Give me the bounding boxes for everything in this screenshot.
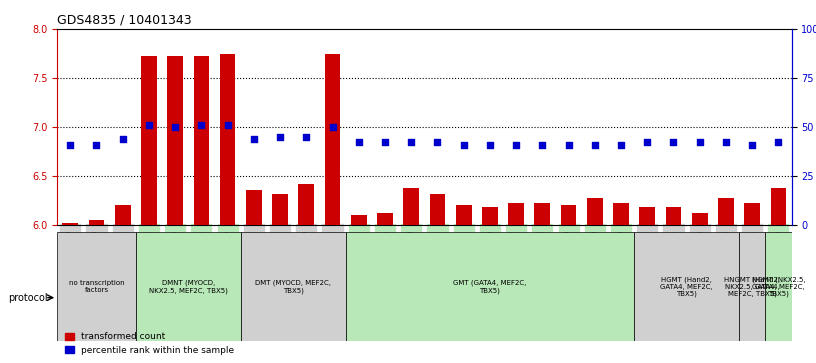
Bar [587, 197, 603, 225]
Point [90, 142, 103, 148]
Bar [561, 205, 576, 225]
Bar [273, 194, 288, 225]
Bar [666, 207, 681, 225]
Bar [115, 205, 131, 225]
Point [614, 142, 628, 148]
Point [562, 142, 575, 148]
Point [143, 122, 156, 128]
Point [299, 134, 313, 140]
Bar [167, 56, 183, 225]
Point [720, 139, 733, 145]
FancyBboxPatch shape [765, 232, 792, 341]
Text: HGMT (Hand2,
GATA4, MEF2C,
TBX5): HGMT (Hand2, GATA4, MEF2C, TBX5) [660, 276, 713, 297]
Bar [429, 194, 446, 225]
Bar [57, 29, 135, 225]
Bar [246, 190, 262, 225]
Point [509, 142, 522, 148]
Bar [89, 220, 104, 225]
FancyBboxPatch shape [57, 232, 135, 341]
Point [694, 139, 707, 145]
Bar [508, 204, 524, 225]
Bar [135, 29, 241, 225]
Bar [346, 29, 634, 225]
Bar [744, 204, 760, 225]
Bar [62, 223, 78, 225]
FancyBboxPatch shape [634, 232, 739, 341]
Text: HNGMT (Hand2,
NKX2.5, GATA4,
MEF2C, TBX5): HNGMT (Hand2, NKX2.5, GATA4, MEF2C, TBX5… [724, 276, 780, 297]
Text: DMT (MYOCD, MEF2C,
TBX5): DMT (MYOCD, MEF2C, TBX5) [255, 280, 331, 294]
Point [746, 142, 759, 148]
Bar [692, 213, 707, 225]
Point [588, 142, 601, 148]
Bar [325, 53, 340, 225]
Bar [220, 53, 236, 225]
Point [457, 142, 470, 148]
Text: GDS4835 / 10401343: GDS4835 / 10401343 [57, 13, 192, 26]
Point [536, 142, 549, 148]
Point [379, 139, 392, 145]
Bar [456, 205, 472, 225]
Bar [403, 188, 419, 225]
Point [326, 124, 339, 130]
Point [431, 139, 444, 145]
Bar [634, 29, 792, 225]
Bar [718, 197, 734, 225]
Bar [377, 213, 392, 225]
Text: protocol: protocol [8, 293, 48, 303]
Point [483, 142, 496, 148]
Point [169, 124, 182, 130]
Point [405, 139, 418, 145]
Bar [141, 57, 157, 225]
Bar [534, 204, 550, 225]
Bar [634, 29, 739, 225]
Text: no transcription
factors: no transcription factors [69, 280, 124, 293]
Bar [634, 29, 765, 225]
Bar [351, 215, 366, 225]
Point [772, 139, 785, 145]
Point [273, 134, 286, 140]
Point [641, 139, 654, 145]
Bar [640, 207, 655, 225]
Point [353, 139, 366, 145]
FancyBboxPatch shape [135, 232, 241, 341]
Text: NGMT (NKX2.5, GATA4, MEF2C,
TBX5): NGMT (NKX2.5, GATA4, MEF2C, TBX5) [752, 276, 805, 297]
Text: DMNT (MYOCD,
NKX2.5, MEF2C, TBX5): DMNT (MYOCD, NKX2.5, MEF2C, TBX5) [149, 280, 228, 294]
Point [64, 142, 77, 148]
Bar [241, 29, 346, 225]
Point [667, 139, 680, 145]
Legend: transformed count, percentile rank within the sample: transformed count, percentile rank withi… [62, 329, 238, 359]
Text: GMT (GATA4, MEF2C,
TBX5): GMT (GATA4, MEF2C, TBX5) [453, 280, 526, 294]
Point [247, 136, 260, 142]
Bar [770, 188, 787, 225]
Bar [193, 56, 209, 225]
Point [221, 122, 234, 128]
Bar [299, 184, 314, 225]
Bar [613, 204, 629, 225]
FancyBboxPatch shape [346, 232, 634, 341]
Point [116, 136, 129, 142]
FancyBboxPatch shape [241, 232, 346, 341]
FancyBboxPatch shape [739, 232, 765, 341]
Bar [482, 207, 498, 225]
Point [195, 122, 208, 128]
